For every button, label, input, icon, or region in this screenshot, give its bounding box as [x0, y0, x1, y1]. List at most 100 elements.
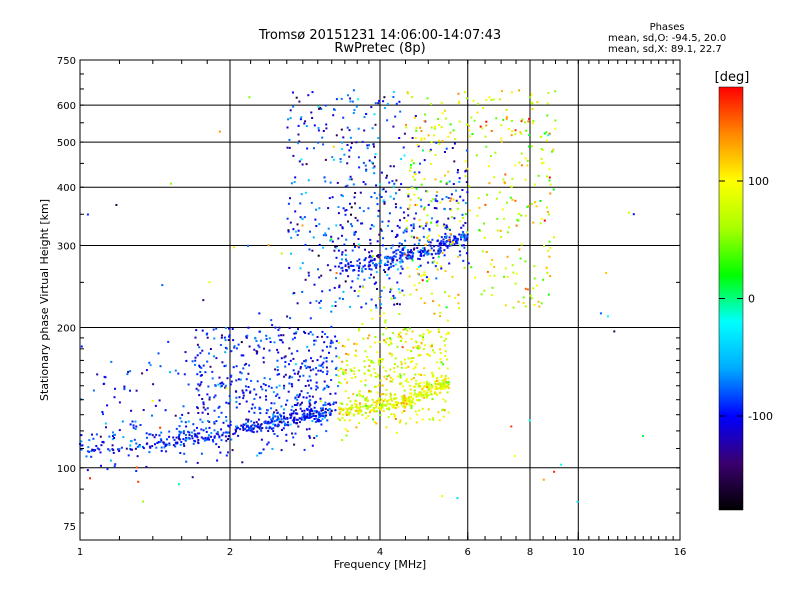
data-point	[449, 123, 452, 126]
data-point	[123, 388, 126, 391]
data-point	[440, 375, 443, 378]
data-point	[201, 421, 204, 424]
data-point	[229, 420, 232, 423]
data-point	[245, 336, 248, 339]
data-point	[513, 455, 516, 457]
data-point	[384, 262, 387, 265]
data-point	[310, 387, 313, 390]
data-point	[187, 383, 190, 386]
data-point	[134, 447, 137, 450]
data-point	[292, 410, 295, 413]
data-point	[397, 248, 400, 251]
data-point	[404, 362, 407, 365]
data-point	[325, 127, 328, 130]
data-point	[274, 415, 277, 418]
data-point	[462, 244, 465, 247]
data-point	[230, 438, 233, 441]
data-point	[401, 411, 404, 414]
data-point	[325, 366, 328, 369]
data-point	[308, 248, 311, 251]
data-point	[382, 100, 385, 103]
data-point	[465, 149, 468, 152]
data-point	[389, 392, 392, 395]
data-point	[325, 414, 328, 417]
data-point	[493, 265, 496, 268]
data-point	[369, 409, 372, 412]
data-point	[532, 221, 535, 224]
data-point	[245, 429, 248, 432]
data-point	[359, 262, 361, 265]
data-point	[457, 307, 460, 310]
data-point	[142, 447, 145, 450]
data-point	[329, 269, 332, 272]
data-point	[357, 238, 360, 240]
data-point	[466, 236, 469, 239]
data-point	[295, 418, 298, 421]
colorbar-label: [deg]	[715, 70, 750, 85]
data-point	[200, 367, 203, 369]
data-point	[167, 340, 170, 343]
data-point	[311, 444, 314, 447]
data-point	[385, 389, 388, 391]
data-point	[213, 337, 216, 340]
data-point	[447, 227, 450, 230]
data-point	[402, 400, 405, 403]
data-point	[372, 262, 374, 265]
data-point	[378, 400, 381, 403]
data-point	[376, 203, 379, 206]
data-point	[283, 408, 286, 411]
data-point	[438, 331, 441, 333]
data-point	[409, 417, 412, 420]
data-point	[351, 406, 354, 409]
data-point	[540, 217, 543, 220]
data-point	[400, 366, 403, 369]
data-point	[427, 353, 430, 356]
data-point	[90, 450, 93, 453]
data-point	[337, 212, 340, 215]
data-point	[273, 433, 276, 435]
data-point	[427, 249, 430, 252]
data-point	[299, 367, 302, 370]
data-point	[549, 246, 552, 249]
data-point	[113, 437, 116, 439]
data-point	[419, 162, 421, 165]
data-point	[308, 405, 311, 408]
data-point	[337, 341, 340, 344]
data-point	[310, 111, 313, 114]
data-point	[447, 197, 450, 199]
data-point	[169, 371, 172, 374]
data-point	[118, 429, 121, 432]
data-point	[310, 415, 313, 418]
data-point	[264, 420, 267, 423]
data-point	[279, 420, 282, 423]
data-point	[364, 183, 367, 186]
data-point	[184, 439, 187, 442]
data-point	[517, 300, 520, 303]
data-point	[380, 303, 383, 306]
data-point	[199, 352, 202, 355]
data-point	[289, 413, 292, 416]
data-point	[383, 202, 386, 205]
data-point	[299, 267, 302, 270]
data-point	[278, 326, 281, 329]
data-point	[242, 429, 245, 431]
data-point	[90, 455, 93, 458]
data-point	[379, 296, 382, 298]
data-point	[329, 342, 332, 345]
data-point	[547, 293, 550, 296]
data-point	[405, 123, 407, 126]
data-point	[438, 367, 441, 370]
data-point	[411, 257, 414, 260]
data-point	[301, 401, 303, 404]
data-point	[215, 432, 218, 435]
data-point	[413, 217, 416, 220]
data-point	[220, 439, 223, 442]
data-point	[229, 399, 232, 402]
data-point	[148, 445, 151, 448]
data-point	[309, 412, 312, 415]
data-point	[146, 442, 149, 445]
x-tick-label: 1	[77, 547, 83, 558]
data-point	[194, 359, 197, 362]
data-point	[547, 92, 550, 95]
data-point	[187, 412, 190, 415]
